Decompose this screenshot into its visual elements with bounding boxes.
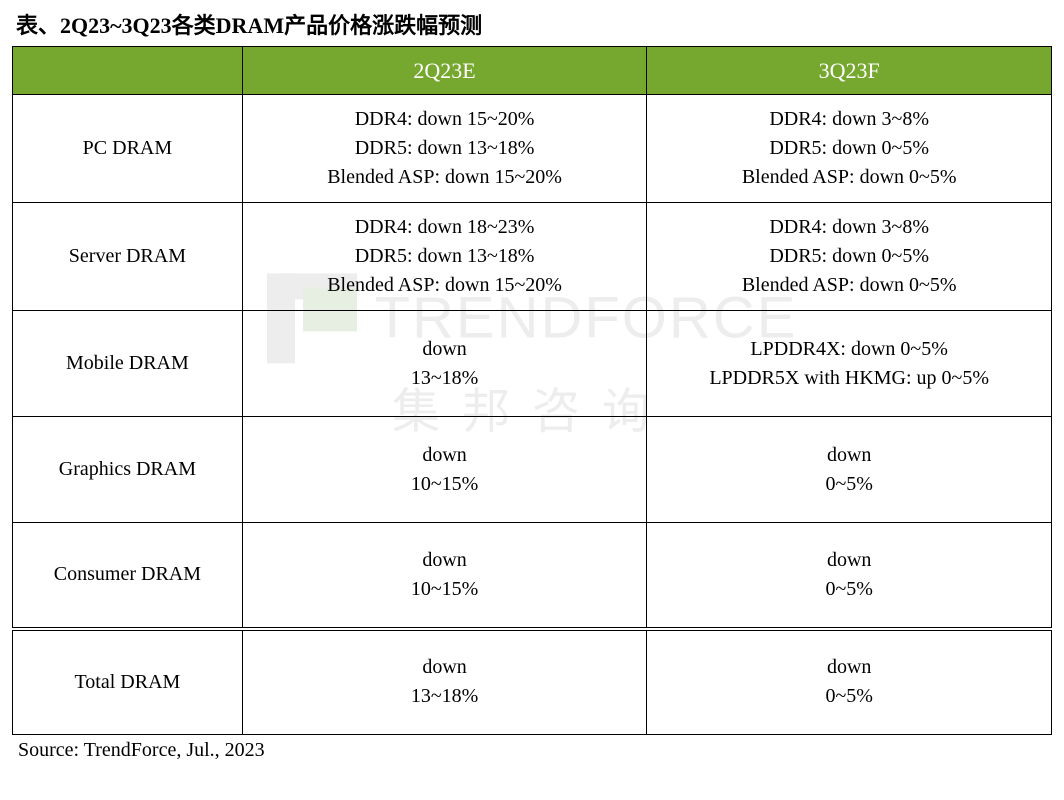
cell-q2: DDR4: down 18~23%DDR5: down 13~18%Blende… <box>242 203 647 311</box>
row-label: Total DRAM <box>13 629 243 735</box>
header-3q23f: 3Q23F <box>647 47 1052 95</box>
row-label: Server DRAM <box>13 203 243 311</box>
cell-line: DDR5: down 0~5% <box>655 134 1043 163</box>
cell-q3: LPDDR4X: down 0~5%LPDDR5X with HKMG: up … <box>647 311 1052 417</box>
cell-line: 0~5% <box>655 470 1043 499</box>
cell-q2: down13~18% <box>242 629 647 735</box>
cell-line: DDR5: down 13~18% <box>251 242 639 271</box>
cell-line: LPDDR4X: down 0~5% <box>655 335 1043 364</box>
row-label: Graphics DRAM <box>13 417 243 523</box>
cell-q3: down0~5% <box>647 629 1052 735</box>
cell-line: DDR5: down 13~18% <box>251 134 639 163</box>
table-row: Graphics DRAMdown10~15%down0~5% <box>13 417 1052 523</box>
table-row: Total DRAMdown13~18%down0~5% <box>13 629 1052 735</box>
cell-line: down <box>251 335 639 364</box>
cell-line: down <box>251 546 639 575</box>
cell-q2: DDR4: down 15~20%DDR5: down 13~18%Blende… <box>242 95 647 203</box>
cell-line: Blended ASP: down 0~5% <box>655 271 1043 300</box>
table-row: Consumer DRAMdown10~15%down0~5% <box>13 523 1052 629</box>
table-row: Mobile DRAMdown13~18%LPDDR4X: down 0~5%L… <box>13 311 1052 417</box>
cell-q2: down10~15% <box>242 417 647 523</box>
table-row: PC DRAMDDR4: down 15~20%DDR5: down 13~18… <box>13 95 1052 203</box>
row-label: Mobile DRAM <box>13 311 243 417</box>
cell-line: 0~5% <box>655 575 1043 604</box>
cell-line: 13~18% <box>251 682 639 711</box>
cell-line: DDR5: down 0~5% <box>655 242 1043 271</box>
cell-q3: DDR4: down 3~8%DDR5: down 0~5%Blended AS… <box>647 203 1052 311</box>
table-wrapper: TRENDFORCE 集邦咨询 2Q23E 3Q23F PC DRAMDDR4:… <box>12 46 1052 735</box>
cell-line: DDR4: down 3~8% <box>655 105 1043 134</box>
cell-line: down <box>251 653 639 682</box>
cell-line: Blended ASP: down 15~20% <box>251 163 639 192</box>
cell-q3: DDR4: down 3~8%DDR5: down 0~5%Blended AS… <box>647 95 1052 203</box>
cell-line: down <box>655 546 1043 575</box>
table-body: PC DRAMDDR4: down 15~20%DDR5: down 13~18… <box>13 95 1052 735</box>
cell-line: DDR4: down 18~23% <box>251 213 639 242</box>
cell-line: 13~18% <box>251 364 639 393</box>
header-2q23e: 2Q23E <box>242 47 647 95</box>
table-header: 2Q23E 3Q23F <box>13 47 1052 95</box>
cell-line: Blended ASP: down 0~5% <box>655 163 1043 192</box>
table-row: Server DRAMDDR4: down 18~23%DDR5: down 1… <box>13 203 1052 311</box>
cell-line: down <box>655 441 1043 470</box>
cell-q2: down10~15% <box>242 523 647 629</box>
cell-q3: down0~5% <box>647 417 1052 523</box>
cell-q2: down13~18% <box>242 311 647 417</box>
source-text: Source: TrendForce, Jul., 2023 <box>12 739 1052 762</box>
page-title: 表、2Q23~3Q23各类DRAM产品价格涨跌幅预测 <box>12 8 1052 40</box>
cell-line: 10~15% <box>251 575 639 604</box>
cell-line: Blended ASP: down 15~20% <box>251 271 639 300</box>
cell-line: DDR4: down 15~20% <box>251 105 639 134</box>
cell-line: 0~5% <box>655 682 1043 711</box>
row-label: Consumer DRAM <box>13 523 243 629</box>
dram-price-table: 2Q23E 3Q23F PC DRAMDDR4: down 15~20%DDR5… <box>12 46 1052 735</box>
cell-q3: down0~5% <box>647 523 1052 629</box>
cell-line: LPDDR5X with HKMG: up 0~5% <box>655 364 1043 393</box>
header-blank <box>13 47 243 95</box>
cell-line: DDR4: down 3~8% <box>655 213 1043 242</box>
cell-line: down <box>655 653 1043 682</box>
cell-line: 10~15% <box>251 470 639 499</box>
cell-line: down <box>251 441 639 470</box>
row-label: PC DRAM <box>13 95 243 203</box>
